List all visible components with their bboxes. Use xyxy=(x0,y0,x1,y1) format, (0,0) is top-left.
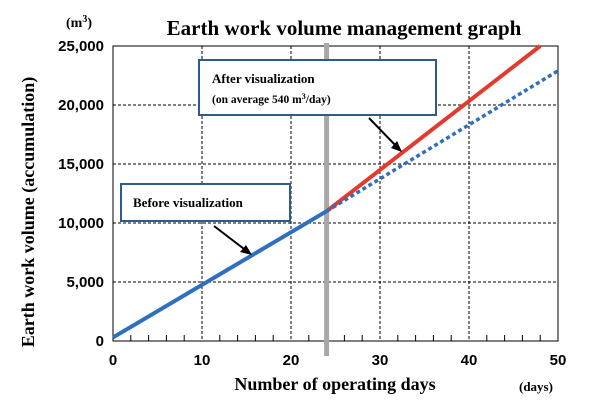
series-projected-line xyxy=(325,69,559,213)
series-before-line xyxy=(111,209,328,340)
annotation-after-box xyxy=(198,59,437,116)
annotation-after-line2: (on average 540 m3/day) xyxy=(212,92,331,106)
annotation-after-line1: After visualization xyxy=(212,71,315,86)
y-tick-label: 25,000 xyxy=(58,38,104,55)
y-tick-label: 5,000 xyxy=(66,274,104,291)
x-unit-label: (days) xyxy=(519,379,553,394)
y-tick-label: 15,000 xyxy=(58,156,104,173)
x-tick-label: 40 xyxy=(461,352,478,369)
series-after-line xyxy=(325,44,542,213)
annotation-before-arrow xyxy=(213,225,249,253)
annotation-before-text: Before visualization xyxy=(133,195,244,210)
x-tick-label: 50 xyxy=(550,352,567,369)
x-tick-label: 10 xyxy=(194,352,211,369)
annotation-before-arrowhead xyxy=(240,245,252,255)
annotation-after-arrow xyxy=(368,117,399,149)
annotation-before-box xyxy=(120,183,291,222)
x-axis-ticks: 0 10 20 30 40 50 xyxy=(109,335,567,369)
annotation-before: Before visualization xyxy=(120,183,291,255)
x-axis-label: Number of operating days xyxy=(234,374,435,394)
chart-title: Earth work volume management graph xyxy=(167,16,522,40)
y-tick-label: 0 xyxy=(96,333,104,350)
x-tick-label: 0 xyxy=(109,352,117,369)
y-tick-label: 20,000 xyxy=(58,97,104,114)
y-axis-label: Earth work volume (accumulation) xyxy=(18,77,39,347)
x-tick-label: 20 xyxy=(283,352,300,369)
y-unit-label: (m3) xyxy=(66,14,92,31)
annotation-after: After visualization (on average 540 m3/d… xyxy=(198,59,437,152)
y-axis-ticks: 0 5,000 10,000 15,000 20,000 25,000 xyxy=(58,38,104,350)
plot-area-frame xyxy=(112,45,559,342)
x-tick-label: 30 xyxy=(372,352,389,369)
annotation-after-arrowhead xyxy=(391,141,402,152)
y-tick-label: 10,000 xyxy=(58,215,104,232)
